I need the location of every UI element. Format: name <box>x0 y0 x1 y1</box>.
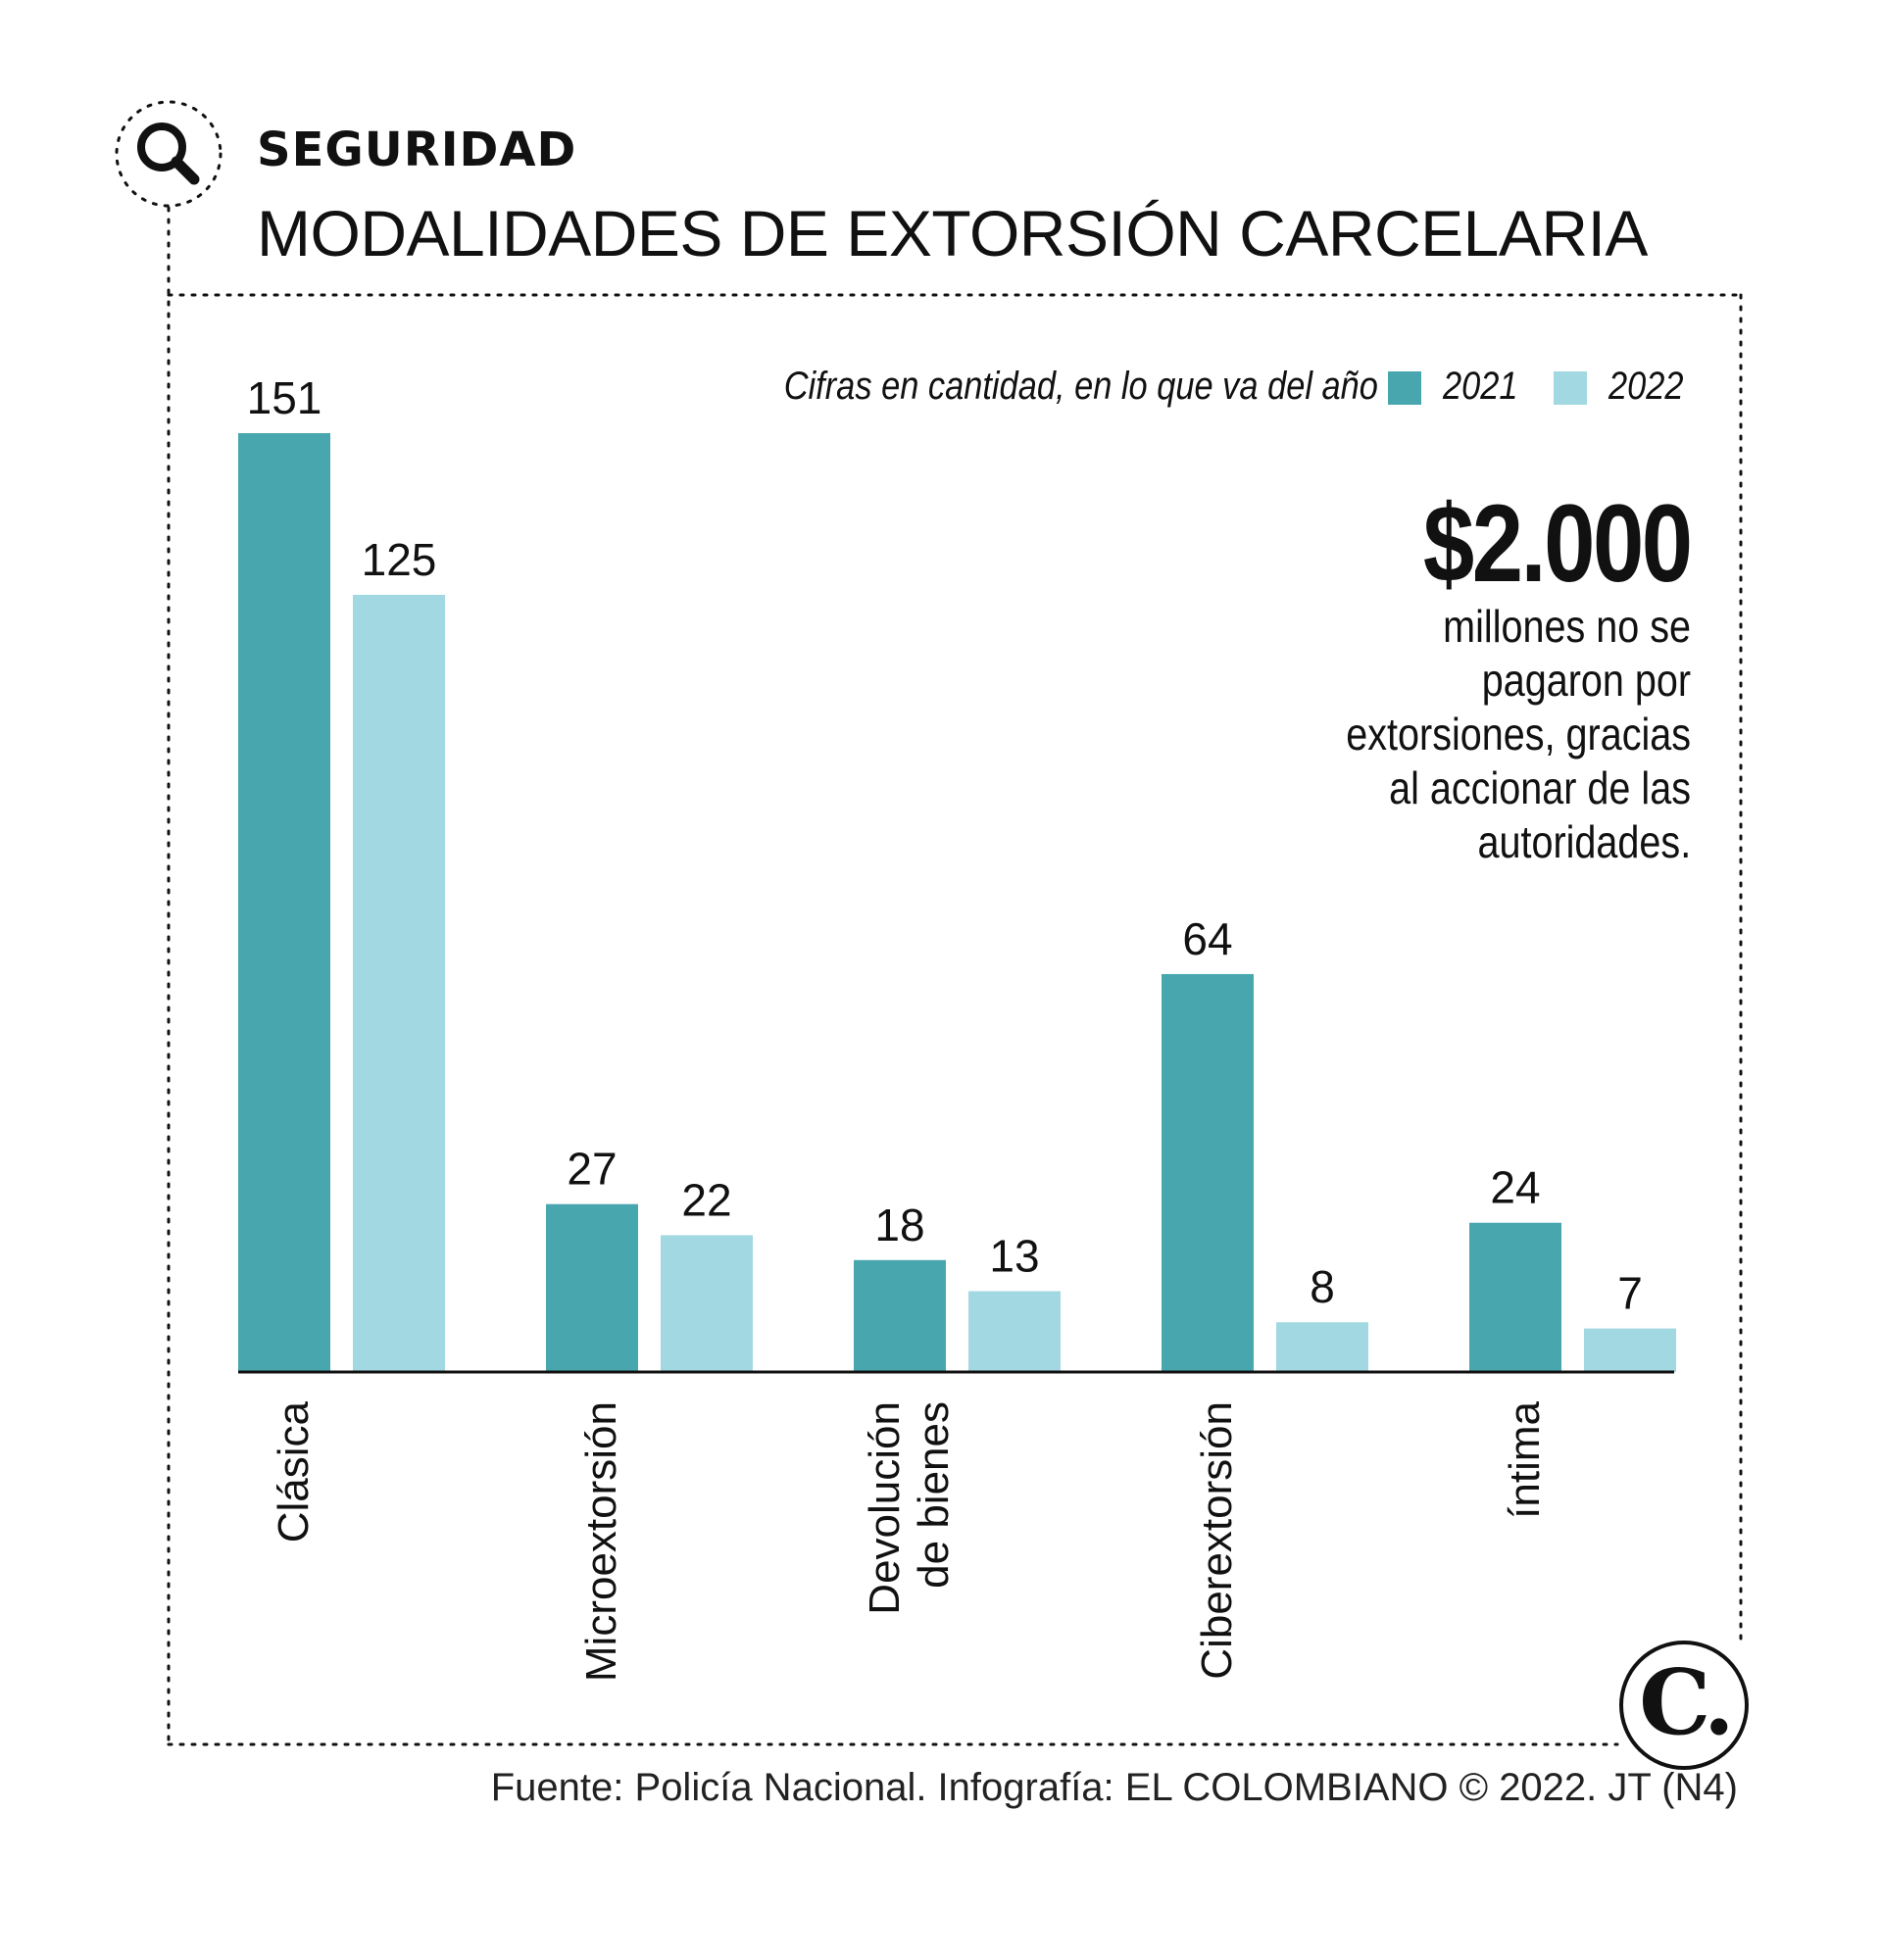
bar-2022 <box>1584 1328 1676 1372</box>
value-label: 13 <box>989 1231 1039 1282</box>
legend-swatch-2022 <box>1554 371 1587 405</box>
category-label: Ciberextorsión <box>1193 1401 1241 1680</box>
category-label-line: Devolución <box>861 1401 909 1615</box>
bar-2021 <box>1162 973 1254 1372</box>
bar-2021 <box>546 1203 638 1372</box>
bar-2022 <box>353 594 445 1372</box>
category-label: Devolución de bienes <box>861 1401 958 1615</box>
category-label-line: íntima <box>1501 1400 1549 1518</box>
legend-swatch-2021 <box>1388 371 1421 405</box>
value-label: 27 <box>567 1144 617 1195</box>
callout-line: al accionar de las <box>1389 762 1691 813</box>
value-label: 22 <box>681 1174 731 1225</box>
category-label-line: Microextorsión <box>577 1401 625 1682</box>
bar-2022 <box>968 1291 1061 1372</box>
bar-2021 <box>1469 1222 1561 1372</box>
value-label: 7 <box>1617 1268 1643 1319</box>
value-label: 125 <box>362 534 437 585</box>
section-label: SEGURIDAD <box>257 122 577 177</box>
category-label-line: Clásica <box>270 1400 318 1543</box>
callout-value: $2.000 <box>1423 482 1693 605</box>
callout-line: pagaron por <box>1481 655 1691 706</box>
value-label: 18 <box>874 1200 924 1250</box>
bar-2021 <box>238 433 330 1372</box>
bar-2022 <box>1276 1322 1368 1372</box>
icon-dotted-circle <box>115 100 223 208</box>
bar-2022 <box>661 1235 753 1372</box>
value-label: 64 <box>1182 913 1232 964</box>
chart-title: MODALIDADES DE EXTORSIÓN CARCELARIA <box>257 197 1648 270</box>
logo-text: C. <box>1639 1649 1735 1755</box>
value-label: 8 <box>1310 1261 1335 1312</box>
category-label: íntima <box>1501 1400 1549 1518</box>
magnifier-icon <box>116 101 223 209</box>
value-label: 151 <box>247 372 322 423</box>
value-label: 24 <box>1490 1162 1540 1213</box>
chart-subtitle: Cifras en cantidad, en lo que va del año <box>783 365 1378 408</box>
callout-line: extorsiones, gracias <box>1346 709 1691 760</box>
category-label: Clásica <box>270 1400 318 1543</box>
category-label-line: Ciberextorsión <box>1193 1401 1241 1680</box>
category-label-line: de bienes <box>910 1401 958 1589</box>
legend-label-2022: 2022 <box>1608 365 1684 408</box>
source-credit: Fuente: Policía Nacional. Infografía: EL… <box>490 1766 1738 1809</box>
el-colombiano-logo: C. <box>1619 1641 1749 1770</box>
category-label: Microextorsión <box>577 1401 625 1682</box>
callout-line: autoridades. <box>1477 816 1691 867</box>
bar-2021 <box>854 1259 946 1372</box>
callout-line: millones no se <box>1443 601 1691 652</box>
legend-label-2021: 2021 <box>1443 365 1518 408</box>
